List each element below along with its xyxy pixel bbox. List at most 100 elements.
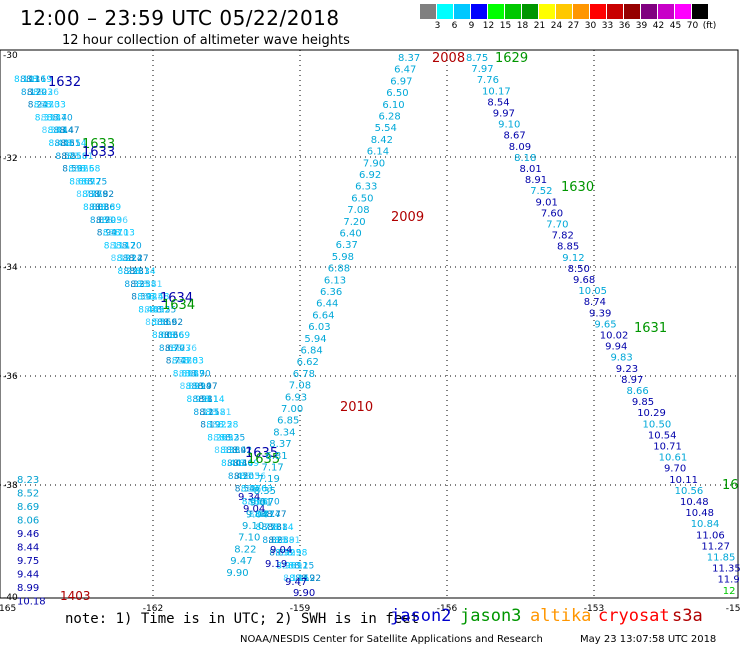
swh-value: 8.73	[171, 344, 191, 354]
swh-value: 9.34	[238, 492, 260, 503]
swh-value: 8.73	[76, 190, 96, 200]
swh-value: 8.41	[142, 280, 162, 290]
swh-value: 8.44	[17, 543, 39, 554]
swh-value: 8.37	[269, 439, 291, 450]
swh-value: 8.34	[136, 267, 156, 277]
swh-value: 8.75	[256, 523, 276, 533]
swh-value: 8.54	[235, 485, 255, 495]
lon-label: -156	[437, 604, 458, 614]
swh-value: 8.20	[27, 88, 47, 98]
swh-value: 11.27	[701, 541, 730, 552]
swh-value: 8.88	[274, 536, 294, 546]
swh-value: 8.13	[115, 229, 135, 239]
scale-label: 18	[516, 21, 529, 31]
swh-value: 6.81	[265, 451, 287, 462]
lat-label: -34	[3, 263, 18, 273]
swh-value: 8.19	[32, 75, 52, 85]
scale-label: 6	[451, 21, 458, 31]
swh-value: 9.65	[594, 319, 616, 330]
lon-label: -150	[726, 604, 740, 614]
swh-value: 6.28	[379, 112, 401, 123]
pass-time: 1634	[160, 291, 193, 306]
swh-value: 8.44	[54, 126, 74, 136]
swh-value: 10.71	[653, 442, 682, 453]
scale-label: 70	[686, 21, 699, 31]
swh-value: 8.20	[122, 241, 142, 251]
swh-value: 8.68	[249, 510, 269, 520]
swh-value: 8.91	[280, 536, 300, 546]
scale-swatch	[505, 4, 522, 19]
swh-value: 8.92	[275, 549, 295, 559]
swh-value: 8.17	[21, 88, 41, 98]
swh-value: 6.10	[382, 100, 404, 111]
swh-value: 8.81	[173, 369, 193, 379]
swh-value: 8.90	[96, 216, 116, 226]
swh-value: 8.11	[104, 241, 124, 251]
swh-value: 8.35	[254, 486, 276, 497]
swh-value: 10.17	[482, 86, 511, 97]
pass-time: 1403	[60, 589, 91, 603]
swh-value: 9.94	[605, 342, 627, 353]
swh-value: 8.22	[234, 544, 256, 555]
swh-value: 8.67	[503, 131, 525, 142]
swh-value: 6.64	[312, 310, 334, 321]
swh-value: 8.70	[165, 344, 185, 354]
swh-value: 9.47	[230, 556, 252, 567]
swh-value: 6.37	[336, 240, 358, 251]
swh-value: 11.35	[712, 564, 740, 575]
swh-value: 8.50	[234, 472, 254, 482]
swh-value: 7.90	[363, 158, 385, 169]
scale-swatch	[675, 4, 692, 19]
pass-time: 1635	[245, 446, 278, 461]
swh-value: 8.82	[262, 536, 282, 546]
swh-value: 8.85	[557, 242, 579, 253]
pass-time: 1631	[634, 321, 667, 336]
scale-swatch	[607, 4, 624, 19]
page-subtitle: 12 hour collection of altimeter wave hei…	[62, 33, 350, 48]
swh-value: 5.54	[375, 123, 397, 134]
swh-value: 6.40	[340, 229, 362, 240]
swh-value: 8.87	[90, 216, 110, 226]
swh-value: 9.68	[573, 275, 595, 286]
swh-value: 5.98	[332, 252, 354, 263]
swh-value: 8.19	[295, 574, 315, 584]
swh-value: 6.13	[324, 275, 346, 286]
swh-value: 8.34	[41, 113, 61, 123]
swh-value: 9.44	[17, 570, 39, 581]
swh-value: 8.16	[289, 574, 309, 584]
swh-value: 8.40	[53, 113, 73, 123]
swh-value: 8.26	[207, 433, 227, 443]
swh-value: 8.91	[525, 175, 547, 186]
swh-value: 11.85	[707, 553, 736, 564]
swh-value: 8.09	[509, 142, 531, 153]
swh-value: 8.13	[283, 574, 303, 584]
swh-value: 8.49	[239, 459, 259, 469]
swh-value: 8.76	[177, 344, 197, 354]
scale-label: 27	[567, 21, 580, 31]
swh-value: 8.11	[199, 395, 219, 405]
swh-value: 8.75	[87, 177, 107, 187]
swh-value: 8.17	[116, 241, 136, 251]
scale-label: 42	[652, 21, 665, 31]
scale-label: 9	[468, 21, 475, 31]
swh-value: 8.66	[69, 177, 89, 187]
swh-value: 9.12	[562, 253, 584, 264]
swh-value: 7.19	[258, 474, 280, 485]
swh-value: 9.39	[589, 308, 611, 319]
swh-value: 10.56	[675, 486, 704, 497]
lat-label: -32	[3, 154, 18, 164]
swh-value: 8.69	[75, 177, 95, 187]
swh-value: 8.98	[193, 395, 213, 405]
swh-value: 6.85	[277, 416, 299, 427]
swh-value: 8.60	[152, 331, 172, 341]
swh-value: 8.13	[20, 75, 40, 85]
swh-value: 9.04	[246, 509, 268, 520]
swh-value: 10.11	[669, 475, 698, 486]
credit-text: NOAA/NESDIS Center for Satellite Applica…	[240, 634, 543, 645]
pass-time: 1635	[247, 452, 280, 467]
swh-value: 8.50	[568, 264, 590, 275]
swh-value: 8.55	[156, 305, 176, 315]
swh-value: 8.22	[206, 421, 226, 431]
swh-value: 9.47	[285, 577, 307, 588]
